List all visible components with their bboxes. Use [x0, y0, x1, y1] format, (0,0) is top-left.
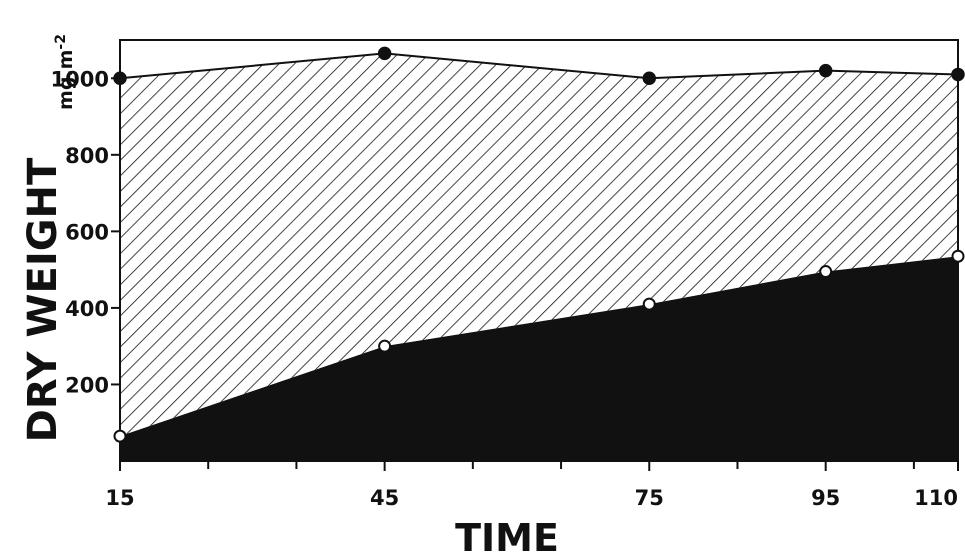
y-axis-unit: mg.m-2: [53, 34, 77, 110]
x-tick-label: 15: [105, 486, 134, 510]
lower-series-point: [951, 249, 965, 263]
lower-series-point: [819, 265, 833, 279]
hatched-area: [120, 53, 958, 437]
lower-series-point: [642, 297, 656, 311]
y-tick-label: 400: [65, 297, 109, 321]
y-tick-label: 800: [65, 144, 109, 168]
x-tick-label: 95: [811, 486, 840, 510]
upper-series-point: [951, 67, 965, 82]
solid-area: [120, 256, 958, 461]
y-axis-title: DRY WEIGHT: [20, 157, 66, 442]
x-tick-label: 110: [914, 486, 958, 510]
upper-series-point: [818, 63, 833, 78]
x-axis-title: TIME: [455, 516, 559, 556]
y-tick-label: 1000: [51, 67, 109, 91]
x-tick-label: 75: [635, 486, 664, 510]
upper-series-point: [642, 71, 657, 86]
y-tick-label: 200: [65, 373, 109, 397]
lower-series-point: [378, 339, 392, 353]
y-tick-label: 600: [65, 220, 109, 244]
x-tick-label: 45: [370, 486, 399, 510]
upper-series-point: [377, 46, 392, 61]
lower-series-point: [113, 429, 127, 443]
